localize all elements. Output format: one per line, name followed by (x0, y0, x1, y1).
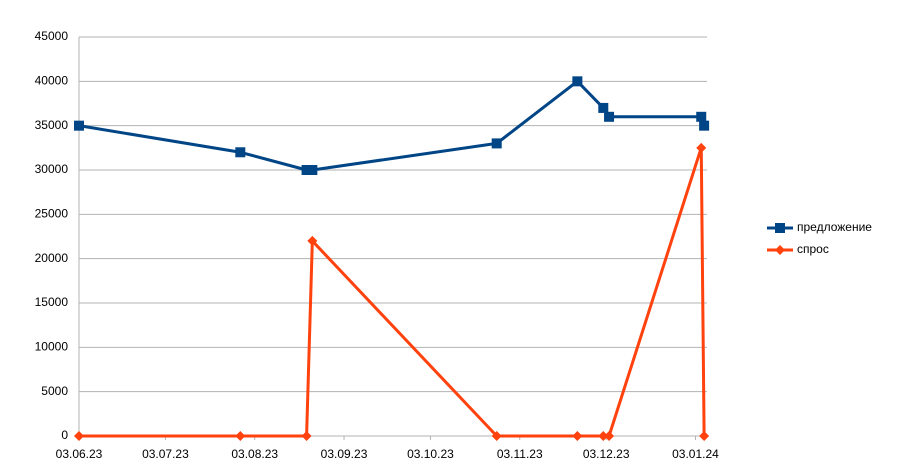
point (491, 138, 502, 149)
legend-marker (775, 223, 785, 233)
y-tick-label: 20000 (35, 251, 69, 265)
y-tick-label: 0 (61, 428, 68, 442)
x-tick-label: 03.09.23 (321, 447, 368, 461)
y-tick-label: 5000 (41, 384, 68, 398)
x-tick-label: 03.10.23 (407, 447, 454, 461)
legend-label: спрос (797, 242, 829, 256)
x-tick-label: 03.01.24 (672, 447, 719, 461)
point (491, 431, 502, 441)
point (307, 235, 318, 246)
y-tick-label: 15000 (35, 295, 69, 309)
point (74, 120, 84, 131)
point (301, 431, 312, 441)
x-tick-label: 03.07.23 (142, 447, 189, 461)
y-tick-label: 40000 (35, 74, 69, 88)
series-line (78, 79, 706, 172)
point (301, 165, 312, 175)
point (696, 142, 707, 153)
legend-label: предложение (797, 220, 872, 234)
x-tick-label: 03.11.23 (497, 447, 543, 461)
series-line (79, 146, 706, 438)
y-tick-label: 30000 (35, 162, 69, 176)
point (235, 431, 246, 441)
y-tick-label: 10000 (35, 340, 69, 354)
point (696, 111, 707, 122)
x-tick-label: 03.12.23 (583, 447, 630, 461)
point (598, 431, 609, 441)
point (604, 111, 615, 122)
point (598, 102, 609, 113)
y-tick-label: 35000 (35, 118, 69, 132)
y-tick-label: 25000 (35, 207, 69, 221)
x-tick-label: 03.08.23 (231, 447, 278, 461)
point (699, 120, 710, 131)
point (699, 431, 710, 441)
point (604, 431, 615, 441)
point (572, 431, 583, 441)
point (572, 76, 583, 87)
y-tick-label: 45000 (35, 29, 69, 43)
point (235, 147, 246, 158)
legend-marker (775, 245, 785, 255)
point (307, 165, 318, 175)
x-tick-label: 03.06.23 (56, 447, 103, 461)
point (74, 431, 84, 441)
